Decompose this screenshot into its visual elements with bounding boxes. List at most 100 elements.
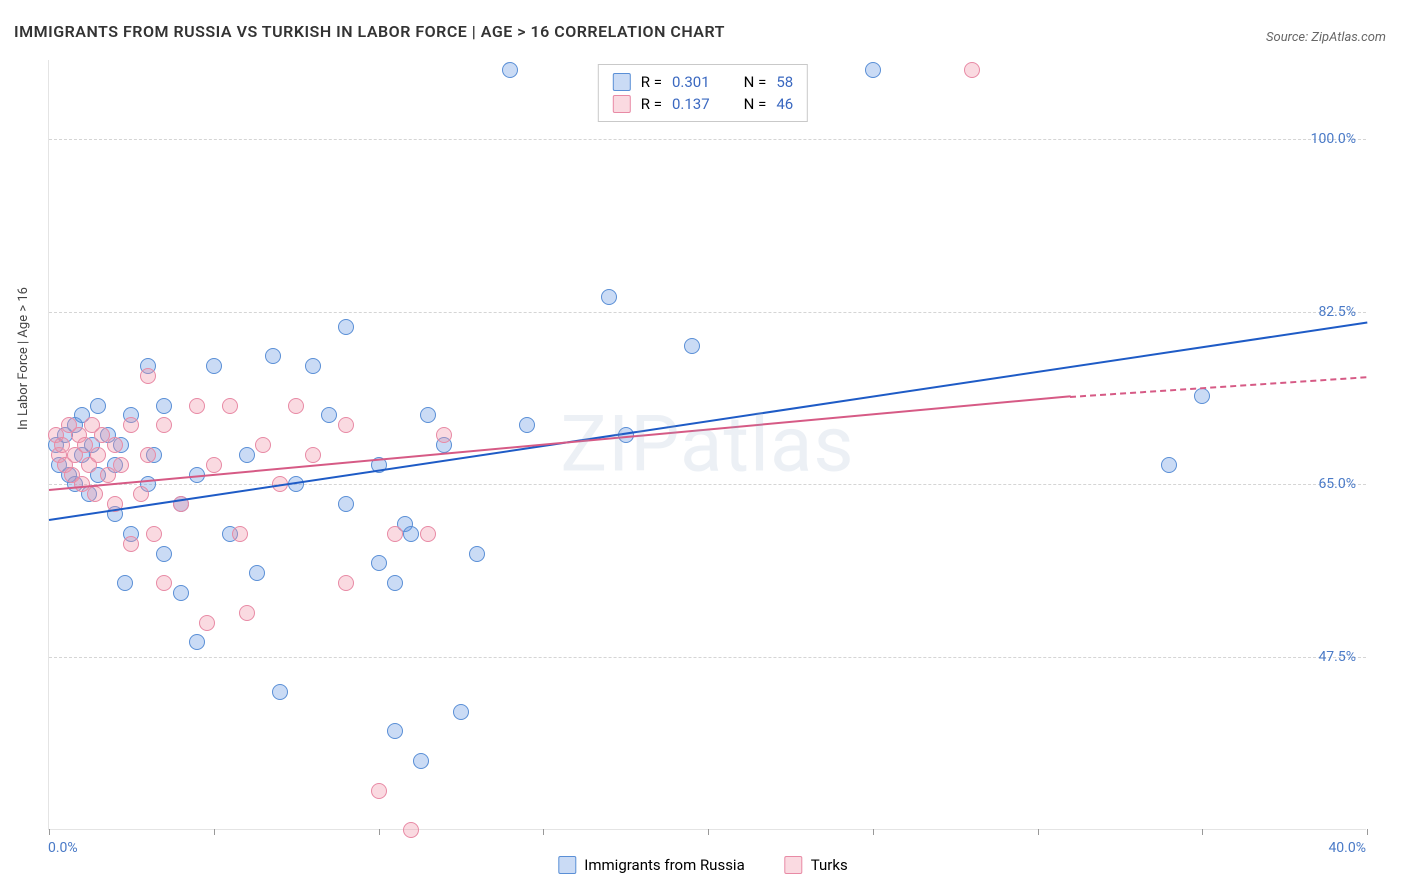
data-point [964, 62, 980, 78]
n-label: N = [744, 95, 767, 113]
data-point [189, 398, 205, 414]
data-point [249, 565, 265, 581]
data-point [133, 486, 149, 502]
data-point [338, 417, 354, 433]
data-point [206, 358, 222, 374]
data-point [403, 822, 419, 838]
data-point [371, 783, 387, 799]
data-point [601, 289, 617, 305]
data-point [206, 457, 222, 473]
n-value: 58 [776, 73, 793, 91]
watermark-text: ZIPatlas [560, 399, 854, 490]
data-point [519, 417, 535, 433]
data-point [413, 753, 429, 769]
data-point [123, 536, 139, 552]
legend-series-label: Immigrants from Russia [584, 856, 744, 874]
y-tick-label: 47.5% [1318, 649, 1356, 665]
x-tick-mark [1202, 829, 1203, 835]
legend-swatch [613, 73, 631, 91]
y-axis-label: In Labor Force | Age > 16 [16, 287, 31, 430]
data-point [865, 62, 881, 78]
data-point [502, 62, 518, 78]
data-point [239, 447, 255, 463]
x-axis-max: 40.0% [1328, 840, 1366, 856]
data-point [272, 684, 288, 700]
legend-series-item: Immigrants from Russia [558, 856, 744, 874]
gridline [49, 312, 1366, 313]
legend-swatch [558, 856, 576, 874]
n-label: N = [744, 73, 767, 91]
x-tick-mark [1038, 829, 1039, 835]
data-point [239, 605, 255, 621]
data-point [140, 447, 156, 463]
gridline [49, 484, 1366, 485]
r-label: R = [641, 95, 662, 113]
data-point [255, 437, 271, 453]
data-point [173, 585, 189, 601]
data-point [469, 546, 485, 562]
x-tick-mark [379, 829, 380, 835]
plot-area: ZIPatlas 47.5% 65.0% 82.5% 100.0% [48, 60, 1366, 830]
data-point [436, 427, 452, 443]
data-point [113, 457, 129, 473]
r-value: 0.137 [672, 95, 710, 113]
legend-series-label: Turks [811, 856, 848, 874]
legend-swatch [785, 856, 803, 874]
gridline [49, 657, 1366, 658]
n-value: 46 [776, 95, 793, 113]
data-point [1194, 388, 1210, 404]
legend-stat-row: R =0.301N =58 [613, 71, 793, 93]
legend-swatch [613, 95, 631, 113]
data-point [156, 546, 172, 562]
data-point [90, 447, 106, 463]
data-point [156, 417, 172, 433]
chart-title: IMMIGRANTS FROM RUSSIA VS TURKISH IN LAB… [14, 22, 725, 41]
trend-line [49, 322, 1367, 521]
gridline [49, 139, 1366, 140]
x-tick-mark [543, 829, 544, 835]
data-point [305, 358, 321, 374]
x-tick-mark [1367, 829, 1368, 835]
data-point [107, 437, 123, 453]
data-point [1161, 457, 1177, 473]
legend-stat-row: R = 0.137 N = 46 [613, 93, 793, 115]
correlation-chart: IMMIGRANTS FROM RUSSIA VS TURKISH IN LAB… [0, 0, 1406, 892]
data-point [371, 555, 387, 571]
data-point [146, 526, 162, 542]
data-point [288, 398, 304, 414]
data-point [117, 575, 133, 591]
data-point [140, 368, 156, 384]
data-point [387, 526, 403, 542]
data-point [338, 575, 354, 591]
y-tick-label: 100.0% [1311, 131, 1356, 147]
data-point [338, 319, 354, 335]
data-point [305, 447, 321, 463]
legend-series-item: Turks [785, 856, 848, 874]
data-point [189, 634, 205, 650]
legend-series: Immigrants from Russia Turks [558, 856, 847, 874]
data-point [199, 615, 215, 631]
data-point [387, 723, 403, 739]
x-tick-mark [873, 829, 874, 835]
data-point [123, 417, 139, 433]
data-point [222, 398, 238, 414]
data-point [338, 496, 354, 512]
data-point [453, 704, 469, 720]
y-tick-label: 82.5% [1318, 304, 1356, 320]
data-point [265, 348, 281, 364]
data-point [420, 407, 436, 423]
data-point [321, 407, 337, 423]
data-point [403, 526, 419, 542]
r-label: R = [641, 73, 662, 91]
data-point [87, 486, 103, 502]
legend-statistics: R =0.301N =58R =0.137N =46 [598, 64, 808, 122]
trend-line [1070, 376, 1367, 398]
source-label: Source: ZipAtlas.com [1266, 30, 1386, 45]
x-tick-mark [49, 829, 50, 835]
data-point [156, 575, 172, 591]
data-point [684, 338, 700, 354]
data-point [156, 398, 172, 414]
y-tick-label: 65.0% [1318, 476, 1356, 492]
x-axis-min: 0.0% [48, 840, 78, 856]
x-tick-mark [708, 829, 709, 835]
